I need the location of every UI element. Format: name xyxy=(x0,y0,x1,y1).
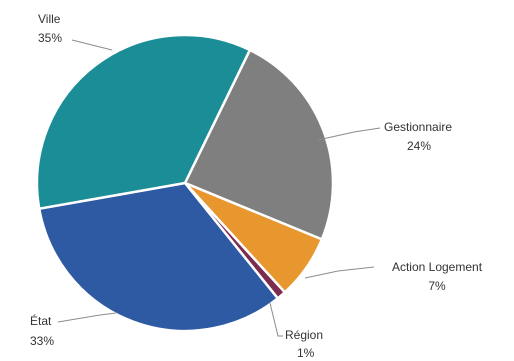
label-ville-pct: 35% xyxy=(38,31,62,45)
label-action-logement-name: Action Logement xyxy=(392,260,483,274)
label-action-logement-pct: 7% xyxy=(428,279,446,293)
leader-line-gestionnaire xyxy=(317,127,381,141)
label-ville-name: Ville xyxy=(38,12,61,26)
label-etat-name: État xyxy=(30,313,52,328)
leader-line-etat xyxy=(57,312,117,323)
label-etat-pct: 33% xyxy=(30,334,54,348)
slice-labels: Ville 35% Gestionnaire 24% Action Logeme… xyxy=(30,12,483,360)
label-region-name: Région xyxy=(285,328,323,342)
label-region-pct: 1% xyxy=(297,346,315,360)
leader-line-region xyxy=(269,302,283,337)
pie-slices xyxy=(35,33,335,333)
label-gestionnaire-pct: 24% xyxy=(407,139,431,153)
pie-slice-ville xyxy=(35,33,252,210)
pie-slice-gestionnaire xyxy=(183,48,335,241)
label-leader-lines xyxy=(57,39,381,337)
label-gestionnaire-name: Gestionnaire xyxy=(384,120,452,134)
pie-slice-etat xyxy=(38,181,279,333)
leader-line-ville xyxy=(71,39,113,51)
leader-line-action-logement xyxy=(304,266,375,279)
